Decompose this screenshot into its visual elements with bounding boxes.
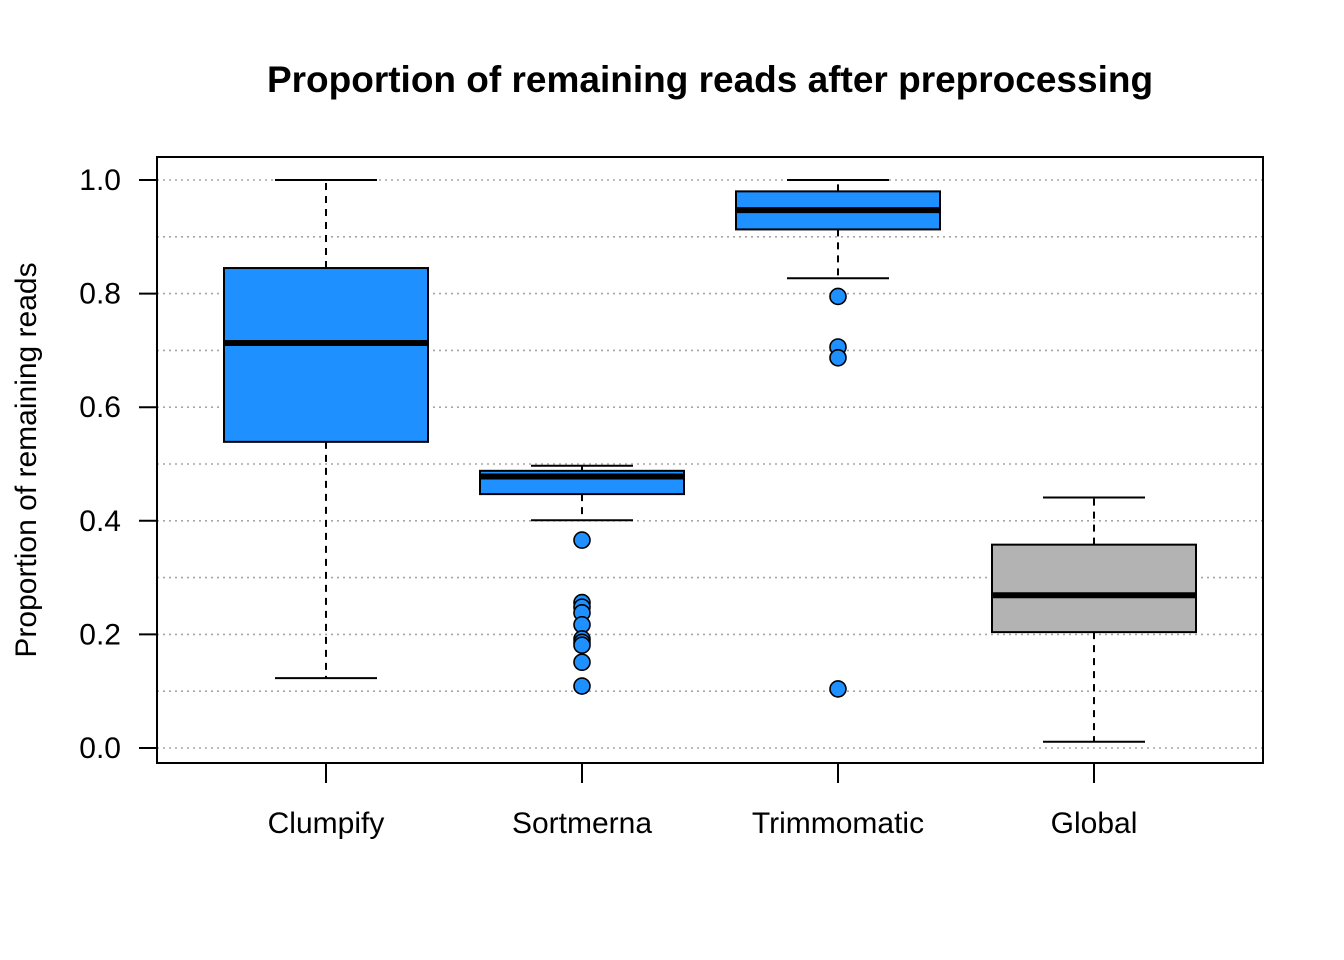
- x-tick-label: Global: [1051, 807, 1138, 840]
- outlier-point: [573, 653, 591, 672]
- box-body: [223, 267, 429, 443]
- box-clumpify: [223, 179, 429, 680]
- outlier-point: [573, 677, 591, 695]
- outlier-point: [573, 531, 591, 549]
- outlier-point: [829, 680, 847, 698]
- plot-frame: [156, 156, 1264, 764]
- y-tick-label: 0.6: [79, 391, 121, 424]
- y-tick-label: 0.8: [79, 278, 121, 311]
- box-trimmomatic: [735, 179, 941, 698]
- outlier-point: [829, 287, 847, 306]
- y-axis: 0.0 0.2 0.4 0.6 0.8 1.0: [79, 164, 157, 765]
- outlier-point: [573, 636, 591, 654]
- y-tick-label: 1.0: [79, 164, 121, 197]
- x-axis: Clumpify Sortmerna Trimmomatic Global: [268, 763, 1138, 840]
- box-global: [991, 496, 1197, 743]
- x-tick-label: Sortmerna: [512, 807, 652, 840]
- y-tick-label: 0.2: [79, 618, 121, 651]
- y-axis-label: Proportion of remaining reads: [10, 262, 43, 657]
- outlier-point: [829, 348, 847, 367]
- x-tick-label: Trimmomatic: [752, 807, 924, 840]
- y-tick-label: 0.4: [79, 505, 121, 538]
- plot-area: [223, 179, 1197, 743]
- box-sortmerna: [479, 464, 685, 695]
- y-tick-label: 0.0: [79, 732, 121, 765]
- grid-lines: [157, 179, 1263, 749]
- x-tick-label: Clumpify: [268, 807, 385, 840]
- box-body: [991, 543, 1197, 634]
- chart-title: Proportion of remaining reads after prep…: [267, 59, 1153, 100]
